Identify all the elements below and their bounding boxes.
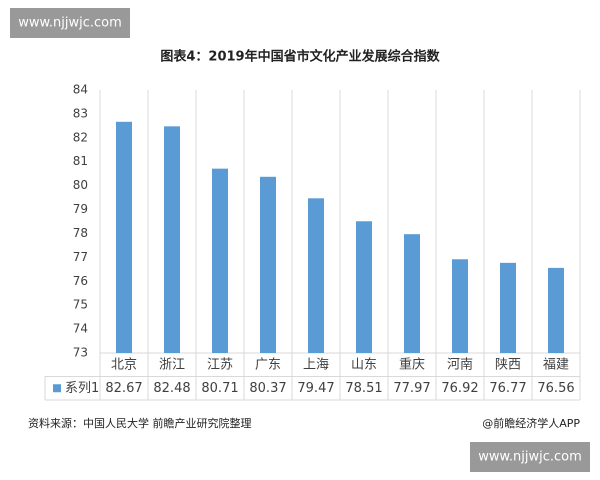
- x-tick-label: 山东: [351, 357, 377, 372]
- x-tick-label: 浙江: [159, 357, 185, 372]
- table-value: 76.92: [441, 381, 478, 396]
- bar: [452, 259, 468, 353]
- x-tick-label: 福建: [543, 357, 569, 372]
- bar: [164, 126, 180, 353]
- table-value: 77.97: [393, 381, 430, 396]
- watermark-box: [470, 442, 590, 472]
- table-value: 80.71: [201, 381, 238, 396]
- table-value: 76.77: [489, 381, 526, 396]
- y-tick-label: 82: [73, 130, 88, 144]
- watermark-box: [10, 8, 130, 38]
- y-tick-label: 77: [73, 250, 88, 264]
- bar: [404, 234, 420, 353]
- x-tick-label: 河南: [447, 356, 473, 372]
- y-tick-label: 80: [73, 178, 88, 192]
- table-value: 82.67: [105, 381, 142, 396]
- y-tick-label: 81: [73, 154, 88, 168]
- y-tick-label: 73: [73, 346, 88, 360]
- y-tick-label: 78: [73, 226, 88, 240]
- table-value: 78.51: [345, 381, 382, 396]
- y-tick-label: 76: [73, 274, 88, 288]
- bar: [260, 176, 276, 353]
- y-tick-label: 74: [73, 322, 88, 336]
- bar: [116, 121, 132, 353]
- x-tick-label: 重庆: [399, 356, 425, 372]
- x-tick-label: 上海: [303, 357, 329, 372]
- y-tick-label: 83: [73, 106, 88, 120]
- table-value: 80.37: [249, 381, 286, 396]
- y-tick-label: 84: [73, 83, 88, 97]
- table-value: 79.47: [297, 381, 334, 396]
- bar: [356, 221, 372, 353]
- watermark: www.njjwjc.com: [478, 450, 582, 465]
- x-tick-label: 广东: [255, 357, 281, 372]
- bar: [308, 198, 324, 353]
- legend-swatch: [53, 384, 61, 393]
- y-tick-label: 79: [73, 202, 88, 216]
- x-tick-label: 江苏: [207, 356, 233, 372]
- watermark: www.njjwjc.com: [18, 16, 122, 31]
- x-tick-label: 陕西: [495, 357, 521, 372]
- legend-label: 系列1: [65, 381, 99, 396]
- source: 资料来源：中国人民大学 前瞻产业研究院整理: [28, 416, 252, 430]
- y-tick-label: 75: [73, 298, 88, 312]
- x-tick-label: 北京: [111, 357, 137, 372]
- bar: [548, 267, 564, 353]
- table-value: 76.56: [537, 381, 574, 396]
- bar: [212, 168, 228, 353]
- credit: @前瞻经济学人APP: [482, 416, 580, 430]
- table-value: 82.48: [153, 381, 190, 396]
- bar: [500, 262, 516, 353]
- chart-title: 图表4：2019年中国省市文化产业发展综合指数: [160, 49, 440, 65]
